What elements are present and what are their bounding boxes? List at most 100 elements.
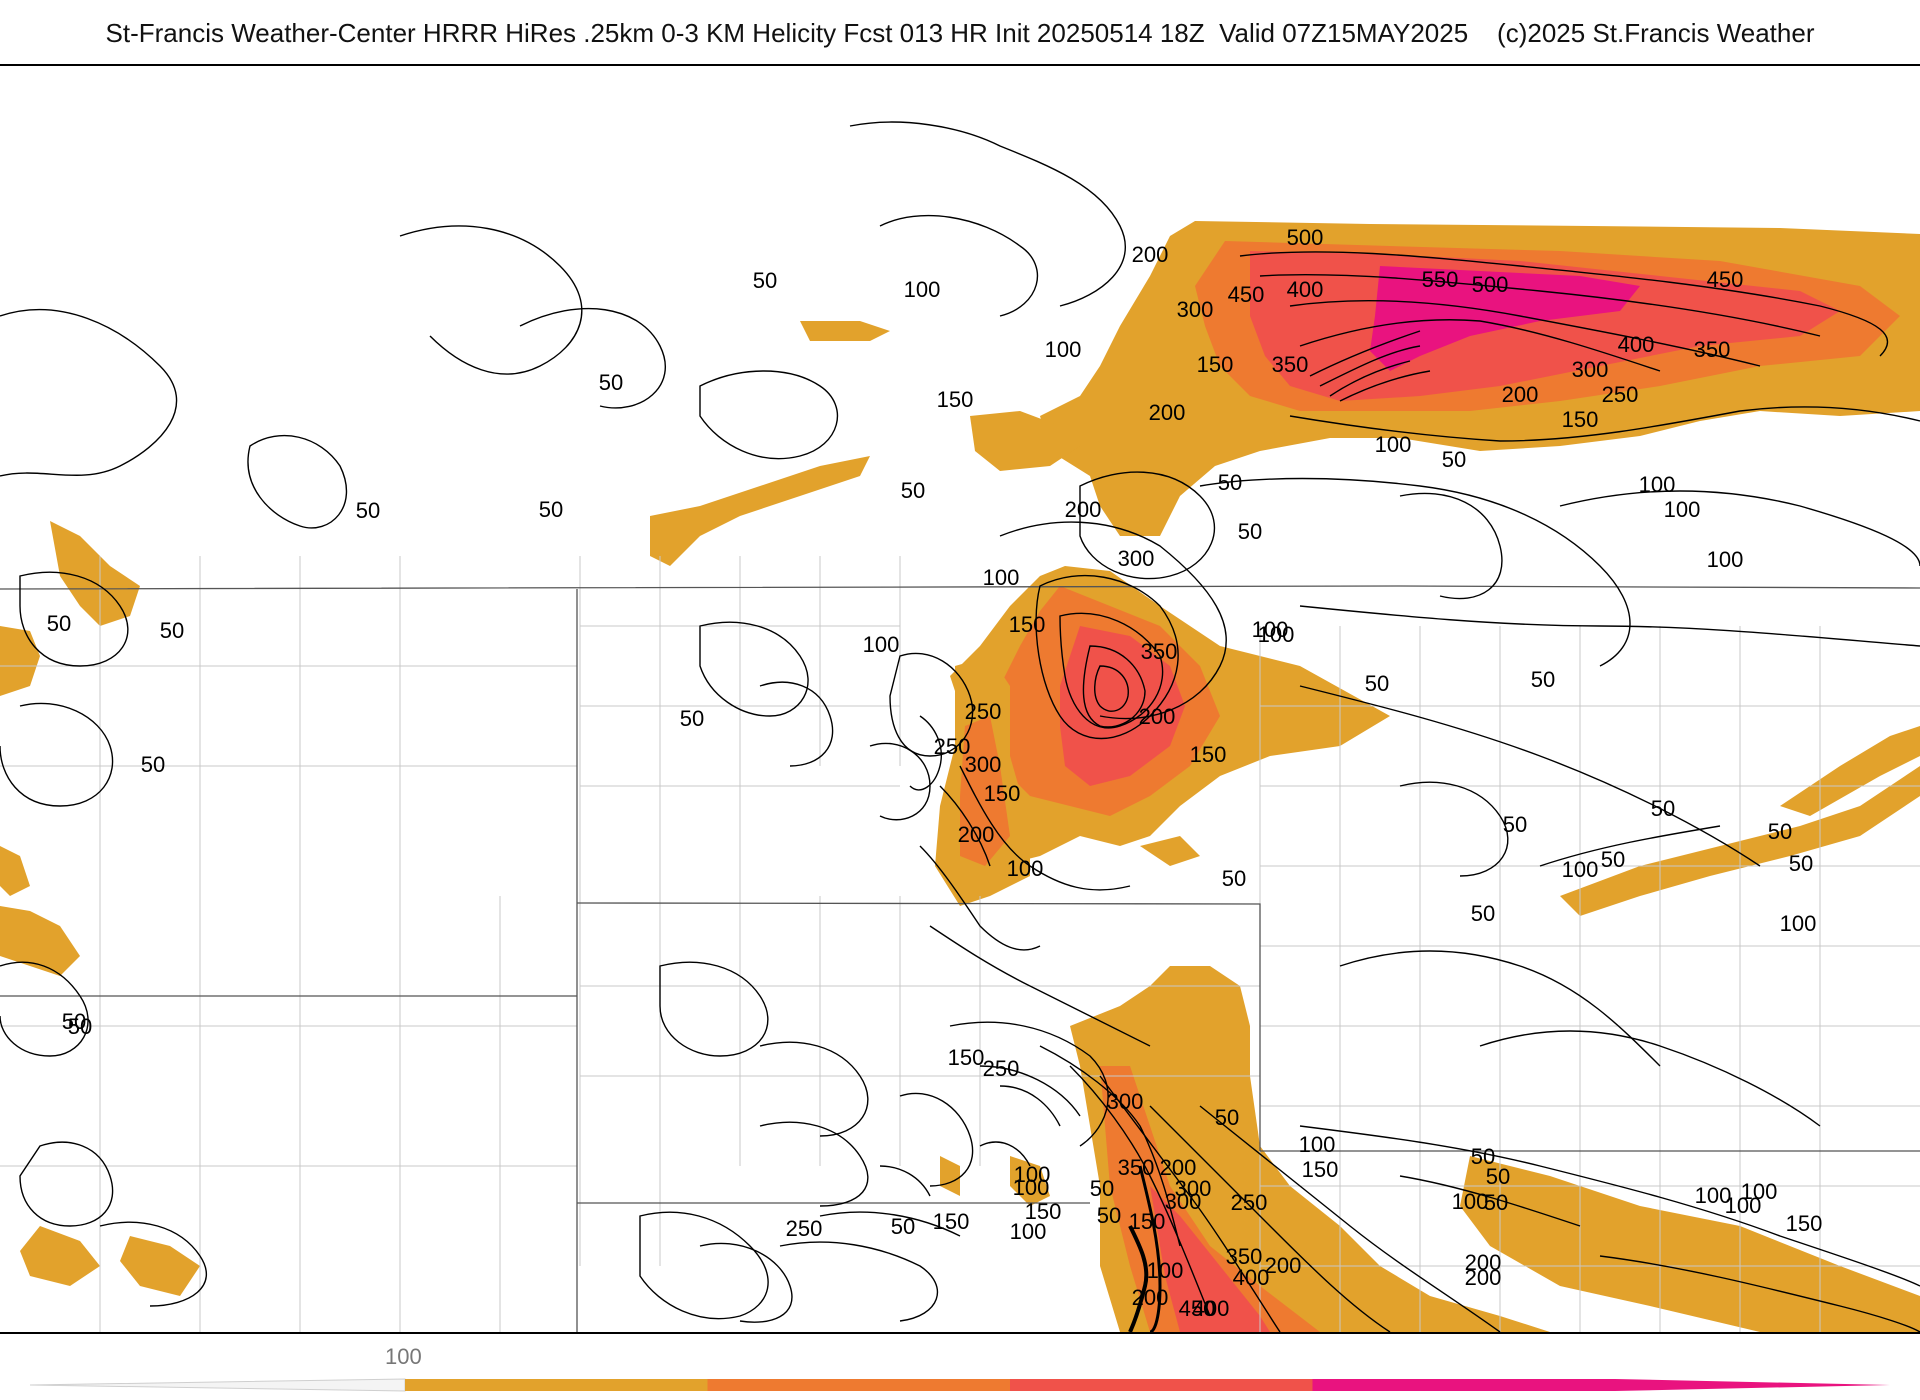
contour-label: 200: [1265, 1253, 1302, 1278]
contour-label: 300: [1165, 1189, 1202, 1214]
contour-label: 100: [1664, 497, 1701, 522]
legend-bin: [405, 1379, 708, 1391]
contour-label: 150: [1562, 407, 1599, 432]
contour-label: 50: [68, 1014, 92, 1039]
contour-label: 50: [1218, 470, 1242, 495]
contour-label: 50: [1486, 1164, 1510, 1189]
contour-label: 100: [1639, 472, 1676, 497]
contour-label: 100: [863, 632, 900, 657]
contour-label: 350: [1141, 639, 1178, 664]
contour-label: 100: [983, 565, 1020, 590]
contour-label: 50: [1215, 1105, 1239, 1130]
contour-label: 50: [1484, 1190, 1508, 1215]
contour-label: 150: [1129, 1209, 1166, 1234]
contour-label: 50: [47, 611, 71, 636]
contour-label: 450: [1707, 267, 1744, 292]
contour-label: 50: [1222, 866, 1246, 891]
contour-label: 300: [1177, 297, 1214, 322]
contour-label: 150: [984, 781, 1021, 806]
contour-label: 50: [1651, 796, 1675, 821]
legend-tick-label: 100: [385, 1344, 422, 1369]
contour-label: 350: [1694, 337, 1731, 362]
contour-label: 50: [599, 370, 623, 395]
legend-low-taper: [30, 1378, 406, 1392]
contour-label: 100: [1014, 1162, 1051, 1187]
contour-label: 200: [1132, 1285, 1169, 1310]
contour-label: 50: [539, 497, 563, 522]
contour-label: 150: [1009, 612, 1046, 637]
fill-200-south: [1100, 1066, 1320, 1332]
fill-100-mid-south-a: [1010, 1156, 1050, 1206]
contour-label: 450: [1179, 1296, 1216, 1321]
contour-label: 500: [1472, 272, 1509, 297]
contour-label: 550: [1422, 267, 1459, 292]
contour-label: 100: [1562, 857, 1599, 882]
contour-label: 250: [965, 699, 1002, 724]
contour-label: 200: [1065, 497, 1102, 522]
fill-100-southeast: [1460, 1156, 1920, 1332]
contour-label: 100: [1252, 617, 1289, 642]
fill-100-west-d: [0, 846, 30, 896]
contour-label: 100: [1013, 1175, 1050, 1200]
contour-label: 100: [1045, 337, 1082, 362]
contour-label: 150: [1190, 742, 1227, 767]
contour-label: 200: [1465, 1250, 1502, 1275]
fill-100-nw-c: [970, 411, 1080, 471]
fill-100-east-strip2: [1780, 726, 1920, 816]
contour-label: 50: [356, 498, 380, 523]
contour-label: 300: [965, 752, 1002, 777]
legend-bins: [405, 1379, 1616, 1391]
helicity-contours: [0, 121, 1920, 1332]
contour-label: 300: [1175, 1176, 1212, 1201]
fill-100-west-b: [0, 626, 40, 696]
contour-label: 50: [1471, 901, 1495, 926]
contour-label: 200: [1139, 704, 1176, 729]
fill-400-ne-band: [1370, 266, 1640, 371]
contour-label: 50: [160, 618, 184, 643]
legend-high-taper: [1615, 1379, 1890, 1391]
contour-label: 150: [1786, 1211, 1823, 1236]
contour-label: 350: [1272, 352, 1309, 377]
fill-100-west-a: [50, 521, 140, 626]
map-title: St-Francis Weather-Center HRRR HiRes .25…: [105, 18, 1815, 48]
fill-100-west-c: [0, 906, 80, 976]
contour-label: 400: [1287, 277, 1324, 302]
contour-label: 150: [1025, 1199, 1062, 1224]
fill-100-nw-b: [800, 321, 890, 341]
contour-label: 250: [983, 1056, 1020, 1081]
legend-bin: [1010, 1379, 1313, 1391]
fill-100-mid-south-b: [940, 1156, 960, 1196]
contour-label: 50: [1238, 519, 1262, 544]
contour-label: 100: [1780, 911, 1817, 936]
contour-label: 100: [904, 277, 941, 302]
contour-label: 50: [1768, 819, 1792, 844]
fill-300-south: [1150, 1186, 1270, 1332]
contour-label: 150: [1197, 352, 1234, 377]
contour-label: 100: [1452, 1189, 1489, 1214]
fill-100-patch-c: [1140, 836, 1200, 866]
map-panel: 200 500 450 400 550 500 450 300 350 400 350 300 250 2…: [0, 64, 1920, 1334]
contour-label: 50: [1365, 671, 1389, 696]
contour-label: 50: [1789, 851, 1813, 876]
contour-label: 400: [1618, 332, 1655, 357]
contour-label: 50: [62, 1009, 86, 1034]
contour-label: 300: [1572, 357, 1609, 382]
contour-label: 50: [1471, 1144, 1495, 1169]
contour-label: 100: [1007, 856, 1044, 881]
contour-label: 150: [933, 1209, 970, 1234]
contour-label: 100: [1299, 1132, 1336, 1157]
contour-label: 400: [1193, 1296, 1230, 1321]
contour-label: 250: [1231, 1190, 1268, 1215]
legend-color-bar: [30, 1378, 1890, 1392]
contour-label: 250: [1602, 382, 1639, 407]
contour-label: 100: [1147, 1258, 1184, 1283]
fill-100-west-f: [20, 1226, 100, 1286]
contour-label: 100: [1375, 432, 1412, 457]
contour-label: 350: [1118, 1155, 1155, 1180]
contour-label: 50: [1442, 447, 1466, 472]
contour-label: 250: [786, 1216, 823, 1241]
contour-label: 450: [1228, 282, 1265, 307]
contour-label: 400: [1233, 1265, 1270, 1290]
contour-label: 100: [1707, 547, 1744, 572]
